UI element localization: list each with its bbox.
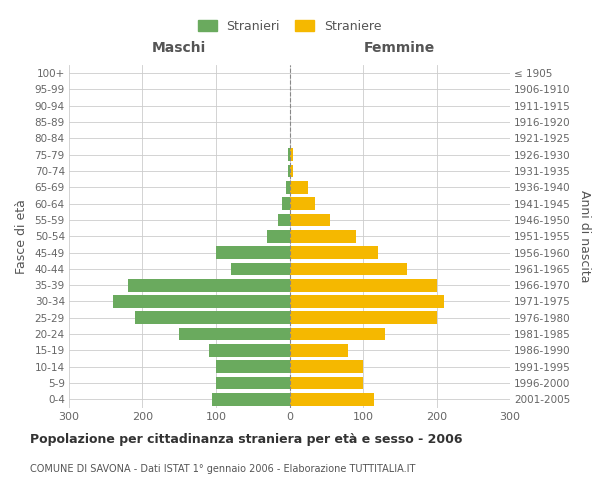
Y-axis label: Anni di nascita: Anni di nascita <box>578 190 591 282</box>
Bar <box>290 279 437 291</box>
Bar <box>290 214 330 226</box>
Bar <box>179 328 290 340</box>
Bar <box>230 262 290 275</box>
Bar <box>216 376 290 390</box>
Bar <box>288 148 290 161</box>
Bar <box>113 295 290 308</box>
Bar <box>209 344 290 357</box>
Text: Femmine: Femmine <box>364 40 436 54</box>
Bar <box>290 230 356 242</box>
Bar <box>290 376 363 390</box>
Bar <box>290 198 315 210</box>
Bar <box>135 312 290 324</box>
Bar <box>290 312 437 324</box>
Bar <box>290 328 385 340</box>
Text: COMUNE DI SAVONA - Dati ISTAT 1° gennaio 2006 - Elaborazione TUTTITALIA.IT: COMUNE DI SAVONA - Dati ISTAT 1° gennaio… <box>30 464 415 474</box>
Bar <box>290 164 293 177</box>
Text: Popolazione per cittadinanza straniera per età e sesso - 2006: Popolazione per cittadinanza straniera p… <box>30 432 463 446</box>
Bar <box>268 230 290 242</box>
Bar <box>290 262 407 275</box>
Y-axis label: Fasce di età: Fasce di età <box>14 199 28 274</box>
Bar <box>290 181 308 194</box>
Text: Maschi: Maschi <box>152 40 206 54</box>
Legend: Stranieri, Straniere: Stranieri, Straniere <box>198 20 381 33</box>
Bar <box>216 360 290 373</box>
Bar <box>128 279 290 291</box>
Bar <box>282 198 290 210</box>
Bar <box>216 246 290 259</box>
Bar <box>290 360 363 373</box>
Bar <box>290 148 293 161</box>
Bar <box>278 214 290 226</box>
Bar <box>290 295 444 308</box>
Bar <box>288 164 290 177</box>
Bar <box>290 344 348 357</box>
Bar <box>212 393 290 406</box>
Bar <box>286 181 290 194</box>
Bar <box>290 246 378 259</box>
Bar <box>290 393 374 406</box>
